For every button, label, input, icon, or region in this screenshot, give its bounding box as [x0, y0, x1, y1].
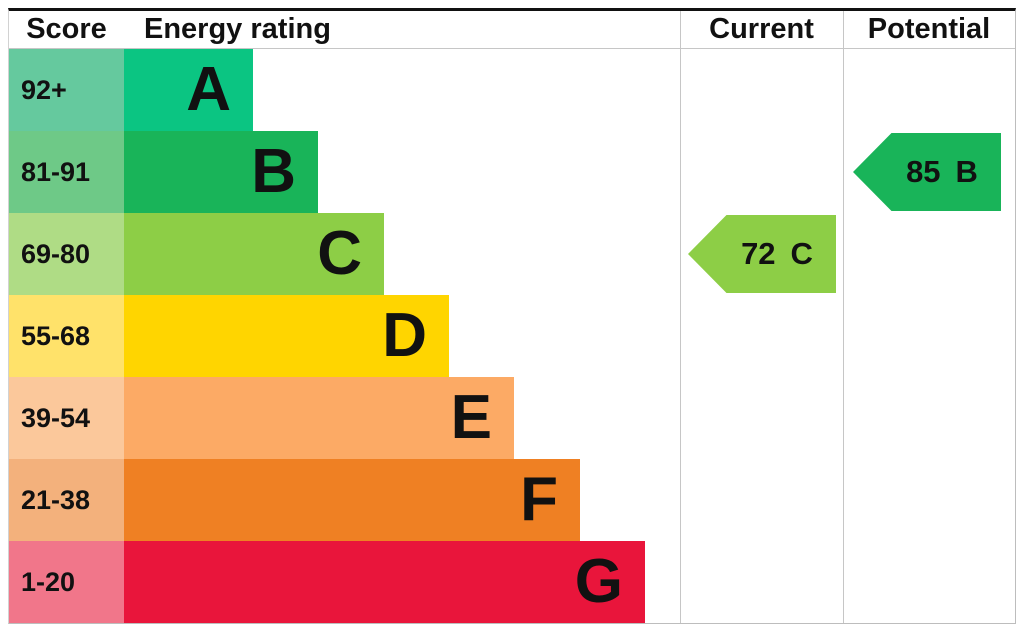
score-range-cell: 92+: [9, 49, 124, 131]
current-score-value: 72: [741, 236, 776, 271]
rating-band-row: 92+ A: [9, 49, 1015, 131]
rating-bar: B: [124, 131, 318, 213]
rating-band-row: 69-80 C: [9, 213, 1015, 295]
score-range-cell: 1-20: [9, 541, 124, 623]
chart-header-row: Score Energy rating Current Potential: [9, 11, 1015, 49]
potential-column-header: Potential: [867, 13, 991, 45]
rating-band-row: 1-20 G: [9, 541, 1015, 623]
rating-bar: F: [124, 459, 580, 541]
potential-rating-label: 85 B: [906, 154, 978, 190]
rating-letter: E: [450, 383, 492, 452]
current-rating-label: 72 C: [741, 236, 813, 272]
rating-letter: F: [520, 465, 558, 534]
rating-band-row: 21-38 F: [9, 459, 1015, 541]
rating-band-row: 81-91 B: [9, 131, 1015, 213]
score-column-header: Score: [26, 13, 107, 45]
energy-rating-column-header: Energy rating: [144, 13, 331, 45]
current-column-header: Current: [709, 13, 814, 45]
rating-letter: C: [317, 219, 362, 288]
rating-letter: B: [251, 137, 296, 206]
rating-letter: A: [186, 55, 231, 124]
rating-bar: A: [124, 49, 253, 131]
rating-bar: C: [124, 213, 384, 295]
rating-letter: D: [382, 301, 427, 370]
rating-bar: E: [124, 377, 514, 459]
potential-rating-letter: B: [955, 154, 978, 189]
rating-bar: D: [124, 295, 449, 377]
potential-score-value: 85: [906, 154, 941, 189]
rating-letter: G: [574, 547, 623, 616]
score-range-cell: 69-80: [9, 213, 124, 295]
rating-bands: 92+ A 81-91 B 69-80 C 55-68 D 39-54 E 21…: [9, 49, 1015, 623]
rating-band-row: 39-54 E: [9, 377, 1015, 459]
rating-bar: G: [124, 541, 645, 623]
epc-chart: Score Energy rating Current Potential 92…: [8, 8, 1016, 624]
rating-band-row: 55-68 D: [9, 295, 1015, 377]
score-range-cell: 39-54: [9, 377, 124, 459]
score-range-cell: 55-68: [9, 295, 124, 377]
current-column-divider: [680, 11, 681, 623]
score-range-cell: 21-38: [9, 459, 124, 541]
potential-column-divider: [843, 11, 844, 623]
current-rating-letter: C: [790, 236, 813, 271]
score-range-cell: 81-91: [9, 131, 124, 213]
